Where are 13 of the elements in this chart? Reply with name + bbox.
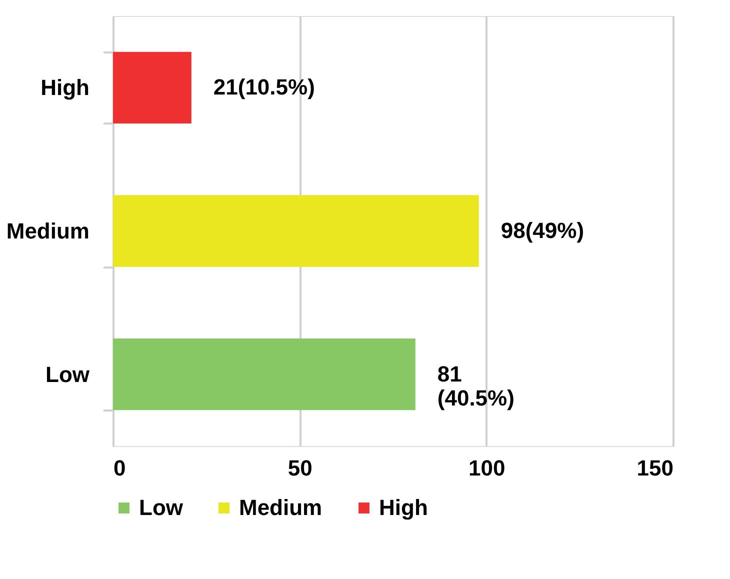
data-label: 81 (40.5%)	[437, 361, 514, 410]
legend-label: Medium	[239, 495, 322, 520]
legend-label: Low	[139, 495, 184, 520]
y-tick-label: Medium	[6, 218, 90, 244]
y-tick-label: Low	[46, 362, 90, 387]
data-label: 21(10.5%)	[213, 74, 315, 100]
x-tick-label: 0	[114, 456, 126, 480]
data-label: 98(49%)	[500, 218, 584, 243]
x-tick-label: 50	[288, 456, 312, 480]
legend-label: High	[379, 495, 428, 520]
x-tick-label: 100	[468, 456, 506, 480]
x-tick-label: 150	[636, 456, 674, 480]
y-tick-label: High	[40, 75, 90, 100]
